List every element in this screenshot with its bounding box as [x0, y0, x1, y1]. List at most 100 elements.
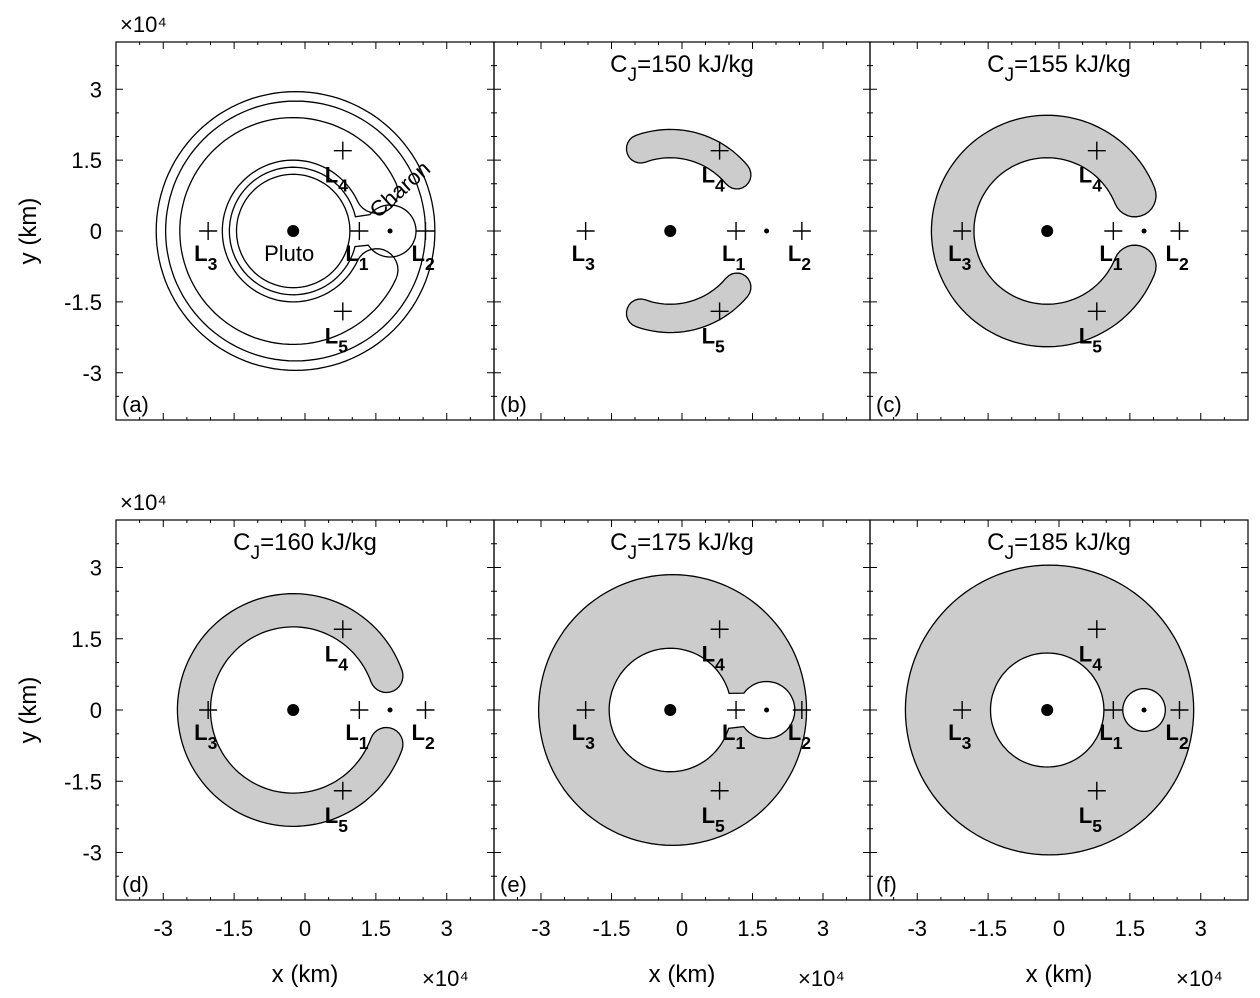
- xtick-label: 3: [1195, 916, 1207, 941]
- lagrange-1-label: L1: [345, 720, 368, 753]
- panel-e-regions: [537, 573, 808, 847]
- panel-d-frame: [115, 519, 495, 901]
- panel-a-tag: (a): [122, 392, 149, 417]
- lagrange-1-label: L1: [345, 241, 368, 274]
- lagrange-1-marker: [1104, 701, 1123, 719]
- charon-marker: [1141, 228, 1147, 234]
- xtick-label: 0: [1053, 916, 1065, 941]
- xtick-label: -3: [153, 916, 173, 941]
- xtick-label: 1.5: [1115, 916, 1146, 941]
- lagrange-1-label: L1: [1099, 720, 1122, 753]
- xtick-label: 3: [441, 916, 453, 941]
- panel-a-contour: [155, 90, 436, 372]
- lagrange-4-marker: [333, 620, 352, 639]
- lagrange-5-label: L5: [325, 803, 348, 836]
- ytick-label: 1.5: [71, 627, 102, 652]
- lagrange-2-marker: [792, 701, 811, 719]
- ytick-label: -1.5: [64, 290, 102, 315]
- lagrange-4-marker: [710, 141, 729, 160]
- lagrange-5-label: L5: [1079, 323, 1102, 356]
- charon-marker: [1141, 707, 1147, 713]
- lagrange-2-label: L2: [411, 241, 434, 274]
- panel-a-contour: [228, 166, 417, 296]
- lagrange-4-label: L4: [325, 641, 348, 674]
- lagrange-3-label: L3: [948, 241, 971, 274]
- panel-b-forbidden-region: [625, 272, 752, 334]
- lagrange-2-marker: [1170, 222, 1189, 240]
- lagrange-5-marker: [1087, 781, 1106, 800]
- lagrange-3-label: L3: [194, 720, 217, 753]
- charon-marker: [764, 707, 770, 713]
- lagrange-4-label: L4: [325, 163, 348, 196]
- panel-d-title: CJ=160 kJ/kg: [233, 529, 377, 564]
- lagrange-1-marker: [350, 701, 369, 719]
- panel-b-frame: [493, 41, 871, 421]
- lagrange-1-marker: [727, 222, 746, 240]
- lagrange-4-label: L4: [702, 641, 725, 674]
- region-fills: [155, 90, 1195, 856]
- lagrange-3-label: L3: [194, 241, 217, 274]
- y-multiplier: ×10⁴: [120, 12, 167, 37]
- lagrange-5-label: L5: [702, 323, 725, 356]
- pluto-marker: [287, 704, 300, 716]
- lagrange-1-marker: [1104, 222, 1123, 240]
- pluto-marker: [664, 704, 677, 716]
- lagrange-2-marker: [416, 222, 435, 240]
- x-axis-label: x (km): [272, 961, 339, 988]
- panel-e-title: CJ=175 kJ/kg: [610, 529, 754, 564]
- lagrange-4-marker: [1087, 141, 1106, 160]
- lagrange-5-marker: [1087, 302, 1106, 321]
- panel-e-tag: (e): [500, 872, 527, 897]
- x-axis-label: x (km): [649, 961, 716, 988]
- ytick-label: 3: [90, 556, 102, 581]
- lagrange-5-marker: [710, 781, 729, 800]
- panel-f-forbidden-region: [904, 564, 1195, 856]
- charon-marker: [387, 228, 393, 234]
- y-axis-label: y (km): [15, 198, 42, 265]
- panel-b-tag: (b): [500, 392, 527, 417]
- lagrange-5-label: L5: [702, 803, 725, 836]
- lagrange-3-marker: [953, 701, 972, 719]
- panel-a-contour: [164, 100, 427, 362]
- pluto-label: Pluto: [264, 241, 314, 266]
- lagrange-1-label: L1: [722, 241, 745, 274]
- pluto-marker: [287, 225, 300, 237]
- panel-b-title: CJ=150 kJ/kg: [610, 51, 754, 86]
- xtick-label: -1.5: [969, 916, 1007, 941]
- x-multiplier: ×10⁴: [1176, 966, 1223, 991]
- xtick-label: -3: [531, 916, 551, 941]
- panel-d-forbidden-region: [176, 592, 404, 828]
- panel-a-contour: [235, 173, 351, 289]
- xtick-label: -1.5: [215, 916, 253, 941]
- lagrange-5-marker: [333, 302, 352, 321]
- panel-d-tag: (d): [122, 872, 149, 897]
- lagrange-4-marker: [333, 141, 352, 160]
- lagrange-4-label: L4: [1079, 641, 1102, 674]
- lagrange-2-marker: [792, 222, 811, 240]
- lagrange-5-marker: [333, 781, 352, 800]
- lagrange-5-marker: [710, 302, 729, 321]
- lagrange-2-label: L2: [788, 720, 811, 753]
- x-axis-label: x (km): [1026, 961, 1093, 988]
- panel-frames: [115, 41, 1249, 901]
- lagrange-2-label: L2: [411, 720, 434, 753]
- markers: [199, 141, 1189, 800]
- lagrange-3-marker: [576, 222, 595, 240]
- xtick-label: -3: [907, 916, 927, 941]
- pluto-marker: [1041, 704, 1054, 716]
- ytick-label: -1.5: [64, 769, 102, 794]
- lagrange-2-marker: [1170, 701, 1189, 719]
- xtick-label: 1.5: [737, 916, 768, 941]
- panel-c-regions: [930, 114, 1157, 348]
- panel-f-title: CJ=185 kJ/kg: [987, 529, 1131, 564]
- lagrange-1-marker: [350, 222, 369, 240]
- lagrange-1-label: L1: [722, 720, 745, 753]
- panel-d-regions: [176, 592, 404, 828]
- panel-c-tag: (c): [876, 392, 902, 417]
- lagrange-2-label: L2: [788, 241, 811, 274]
- lagrange-3-label: L3: [572, 720, 595, 753]
- lagrange-3-label: L3: [948, 720, 971, 753]
- lagrange-1-label: L1: [1099, 241, 1122, 274]
- lagrange-2-label: L2: [1165, 720, 1188, 753]
